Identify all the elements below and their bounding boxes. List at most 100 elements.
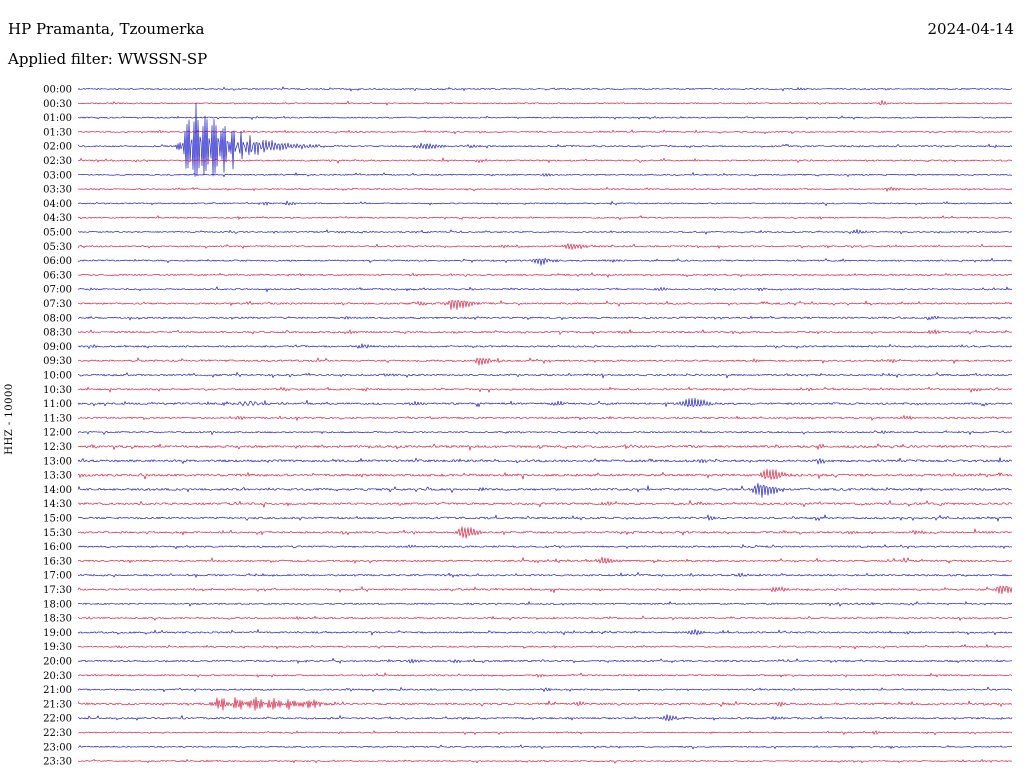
trace-20:00	[77, 657, 1013, 664]
trace-00:00	[77, 86, 1013, 92]
trace-18:00	[77, 601, 1013, 607]
time-label: 06:30	[43, 270, 72, 281]
trace-18:30	[77, 615, 1013, 621]
time-label: 07:00	[43, 285, 72, 296]
trace-16:30	[77, 556, 1013, 564]
time-label: 10:00	[43, 371, 72, 382]
trace-23:30	[77, 759, 1013, 764]
time-label: 16:00	[43, 542, 72, 553]
filter-label: Applied filter: WWSSN-SP	[8, 50, 208, 68]
trace-19:30	[77, 643, 1013, 650]
time-label: 13:30	[43, 471, 72, 482]
trace-02:30	[77, 157, 1013, 164]
trace-15:00	[77, 514, 1013, 522]
time-label: 22:30	[43, 728, 72, 739]
time-label: 23:30	[43, 757, 72, 768]
station-title: HP Pramanta, Tzoumerka	[8, 20, 205, 38]
time-label: 00:00	[43, 85, 72, 96]
trace-05:30	[77, 243, 1013, 250]
trace-07:00	[77, 286, 1013, 293]
trace-11:30	[77, 415, 1013, 421]
time-label: 10:30	[43, 385, 72, 396]
time-label: 12:30	[43, 442, 72, 453]
trace-08:30	[77, 329, 1013, 335]
time-label: 04:00	[43, 199, 72, 210]
trace-07:30	[77, 299, 1013, 310]
time-label: 04:30	[43, 213, 72, 224]
time-label: 20:30	[43, 671, 72, 682]
time-label: 08:00	[43, 313, 72, 324]
trace-04:00	[77, 200, 1013, 207]
time-label: 03:00	[43, 170, 72, 181]
time-label: 03:30	[43, 185, 72, 196]
trace-02:00	[77, 102, 1013, 177]
time-label: 05:30	[43, 242, 72, 253]
time-label: 14:00	[43, 485, 72, 496]
trace-05:00	[77, 229, 1013, 235]
trace-04:30	[77, 215, 1013, 221]
time-label: 21:00	[43, 685, 72, 696]
time-label: 02:30	[43, 156, 72, 167]
trace-23:00	[77, 744, 1013, 750]
trace-10:30	[77, 386, 1013, 393]
time-label: 16:30	[43, 556, 72, 567]
time-label: 09:30	[43, 356, 72, 367]
trace-09:00	[77, 343, 1013, 349]
time-label: 01:30	[43, 127, 72, 138]
trace-12:30	[77, 443, 1013, 451]
trace-15:30	[77, 526, 1013, 539]
time-label: 18:30	[43, 614, 72, 625]
trace-21:00	[77, 686, 1013, 693]
trace-03:30	[77, 186, 1013, 192]
header: HP Pramanta, Tzoumerka 2024-04-14	[8, 20, 1014, 38]
trace-19:00	[77, 629, 1013, 636]
trace-08:00	[77, 315, 1013, 321]
trace-14:00	[77, 483, 1013, 498]
time-label: 19:30	[43, 642, 72, 653]
time-label: 14:30	[43, 499, 72, 510]
time-label: 21:30	[43, 699, 72, 710]
trace-06:00	[77, 257, 1013, 266]
trace-06:30	[77, 272, 1013, 278]
trace-01:00	[77, 115, 1013, 120]
trace-17:30	[77, 585, 1013, 595]
time-label: 06:00	[43, 256, 72, 267]
time-label: 23:00	[43, 742, 72, 753]
trace-12:00	[77, 429, 1013, 435]
trace-01:30	[77, 129, 1013, 135]
date-label: 2024-04-14	[927, 20, 1014, 38]
time-label: 05:00	[43, 228, 72, 239]
trace-22:00	[77, 714, 1013, 722]
trace-13:30	[77, 468, 1013, 480]
trace-10:00	[77, 371, 1013, 379]
time-label: 17:00	[43, 571, 72, 582]
trace-16:00	[77, 544, 1013, 550]
trace-21:30	[77, 696, 1013, 711]
time-label: 22:00	[43, 714, 72, 725]
trace-14:30	[77, 499, 1013, 508]
time-label: 19:00	[43, 628, 72, 639]
time-label: 15:30	[43, 528, 72, 539]
time-label: 11:30	[43, 413, 72, 424]
time-label: 00:30	[43, 99, 72, 110]
time-label: 09:00	[43, 342, 72, 353]
time-label: 01:00	[43, 113, 72, 124]
time-label: 17:30	[43, 585, 72, 596]
trace-20:30	[77, 672, 1013, 678]
trace-00:30	[77, 99, 1013, 106]
trace-03:00	[77, 172, 1013, 178]
trace-13:00	[77, 457, 1013, 465]
trace-17:00	[77, 572, 1013, 578]
time-label: 18:00	[43, 599, 72, 610]
time-label: 13:00	[43, 456, 72, 467]
time-label: 07:30	[43, 299, 72, 310]
time-label: 20:00	[43, 657, 72, 668]
time-label: 08:30	[43, 328, 72, 339]
time-label: 15:00	[43, 514, 72, 525]
trace-22:30	[77, 730, 1013, 736]
time-label: 02:00	[43, 142, 72, 153]
time-label: 12:00	[43, 428, 72, 439]
time-label: 11:00	[43, 399, 72, 410]
trace-11:00	[77, 397, 1013, 408]
